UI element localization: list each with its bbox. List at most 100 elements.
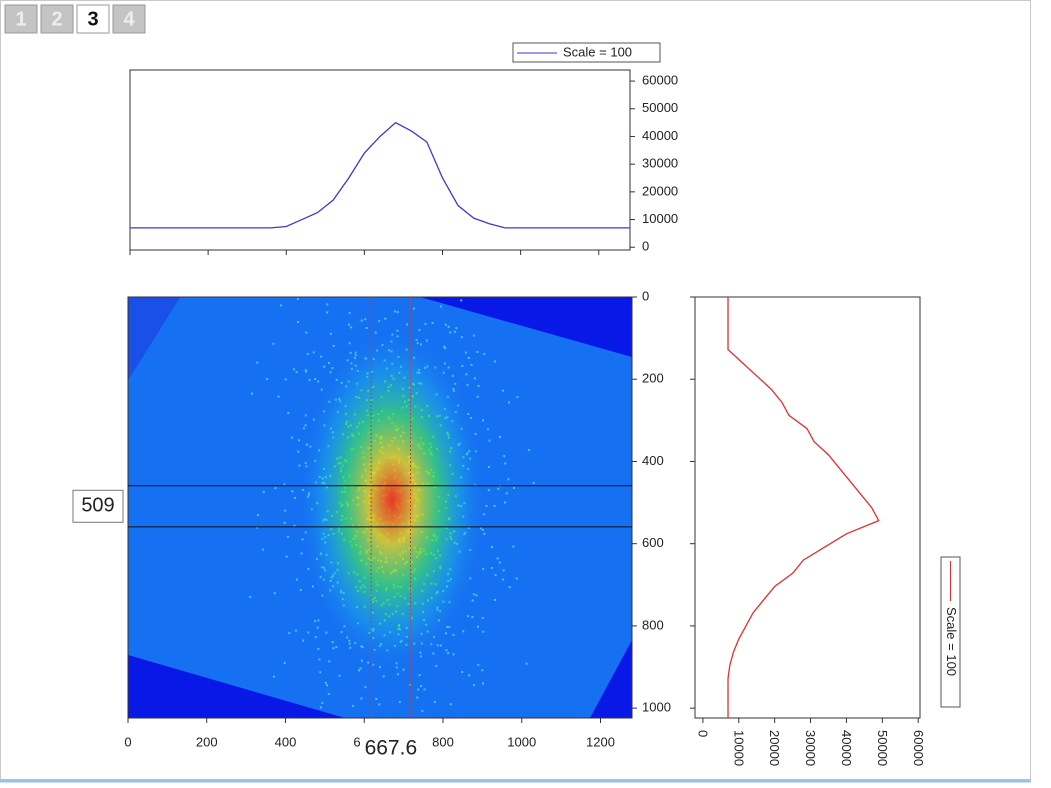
image-dot xyxy=(507,478,510,481)
image-dot xyxy=(467,356,470,359)
image-dot xyxy=(461,364,464,367)
image-dot xyxy=(508,586,511,589)
image-dot xyxy=(502,569,505,572)
image-dot xyxy=(305,370,308,373)
image-dot xyxy=(302,639,305,642)
image-dot xyxy=(280,304,283,307)
image-corner xyxy=(128,297,180,380)
image-dot xyxy=(472,334,475,337)
image-dot xyxy=(444,347,447,350)
image-dot xyxy=(359,667,362,670)
image-dot xyxy=(444,323,447,326)
image-dot xyxy=(314,620,317,623)
image-dot xyxy=(477,663,480,666)
image-dot xyxy=(319,671,322,674)
tab[interactable] xyxy=(112,4,146,34)
image-dot xyxy=(352,705,355,708)
image-dot xyxy=(488,439,491,442)
image-dot xyxy=(286,535,289,538)
image-dot xyxy=(433,700,436,703)
image-dot xyxy=(468,674,471,677)
image-dot xyxy=(266,378,269,381)
image-dot xyxy=(312,351,315,354)
image-dot xyxy=(482,630,485,633)
image-dot xyxy=(283,661,286,664)
image-dot xyxy=(498,561,501,564)
image-dot xyxy=(420,685,423,688)
image-dot xyxy=(473,377,476,380)
image-dot xyxy=(449,703,452,706)
image-dot xyxy=(461,671,464,674)
image-dot xyxy=(326,684,329,687)
image-dot xyxy=(295,371,298,374)
image-dot xyxy=(316,626,319,629)
legend-label: Scale = 100 xyxy=(563,44,632,59)
image-dot xyxy=(464,351,467,354)
image-dot xyxy=(327,361,330,364)
image-dot xyxy=(283,521,286,524)
image-dot xyxy=(476,625,479,628)
image-dot xyxy=(295,578,298,581)
image-dot xyxy=(332,344,335,347)
y-tick-label: 200 xyxy=(642,371,664,386)
image-dot xyxy=(503,455,506,458)
x-tick-label: 400 xyxy=(275,734,297,749)
image-dot xyxy=(327,692,330,695)
image-dot xyxy=(323,365,326,368)
image-dot xyxy=(256,514,259,517)
image-dot xyxy=(435,664,438,667)
image-dot xyxy=(365,326,368,329)
image-dot xyxy=(481,616,484,619)
tab[interactable] xyxy=(40,4,74,34)
tab[interactable] xyxy=(4,4,38,34)
image-dot xyxy=(482,682,485,685)
image-dot xyxy=(412,307,415,310)
image-dot xyxy=(329,332,332,335)
image-dot xyxy=(460,336,463,339)
image-dot xyxy=(360,319,363,322)
image-dot xyxy=(285,555,288,558)
image-dot xyxy=(452,634,455,637)
image-dot xyxy=(306,353,309,356)
image-dot xyxy=(298,439,301,442)
image-dot xyxy=(304,369,307,372)
y-tick-label: 20000 xyxy=(642,183,678,198)
image-dot xyxy=(293,497,296,500)
image-dot xyxy=(405,323,408,326)
image-dot xyxy=(453,330,456,333)
image-dot xyxy=(293,524,296,527)
image-dot xyxy=(314,636,317,639)
image-dot xyxy=(287,412,290,415)
tab[interactable] xyxy=(76,4,110,34)
y-tick-label: 0 xyxy=(642,288,649,303)
image-dot xyxy=(494,598,497,601)
image-dot xyxy=(487,489,490,492)
image-dot xyxy=(302,427,305,430)
cursor-x-box xyxy=(360,734,421,760)
image-dot xyxy=(452,653,455,656)
image-dot xyxy=(418,329,421,332)
x-tick-label: 1200 xyxy=(586,734,615,749)
x-tick-label: 50000 xyxy=(875,730,890,766)
image-dot xyxy=(338,674,341,677)
image-dot xyxy=(358,669,361,672)
image-dot xyxy=(508,401,511,404)
cursor-y-box xyxy=(72,489,124,523)
image-dot xyxy=(439,305,442,308)
image-dot xyxy=(304,414,307,417)
image-dot xyxy=(324,681,327,684)
profile-line xyxy=(727,297,880,718)
y-tick-label: 800 xyxy=(642,617,664,632)
image-dot xyxy=(318,658,321,661)
image-dot xyxy=(384,317,387,320)
cursor-y-label: 509 xyxy=(81,495,114,517)
image-dot xyxy=(482,419,485,422)
image-dot xyxy=(319,706,322,709)
x-tick-label: 10000 xyxy=(731,730,746,766)
image-frame xyxy=(127,296,633,719)
image-dot xyxy=(490,567,493,570)
image-dot xyxy=(308,378,311,381)
image-dot xyxy=(261,548,264,551)
image-dot xyxy=(378,703,381,706)
